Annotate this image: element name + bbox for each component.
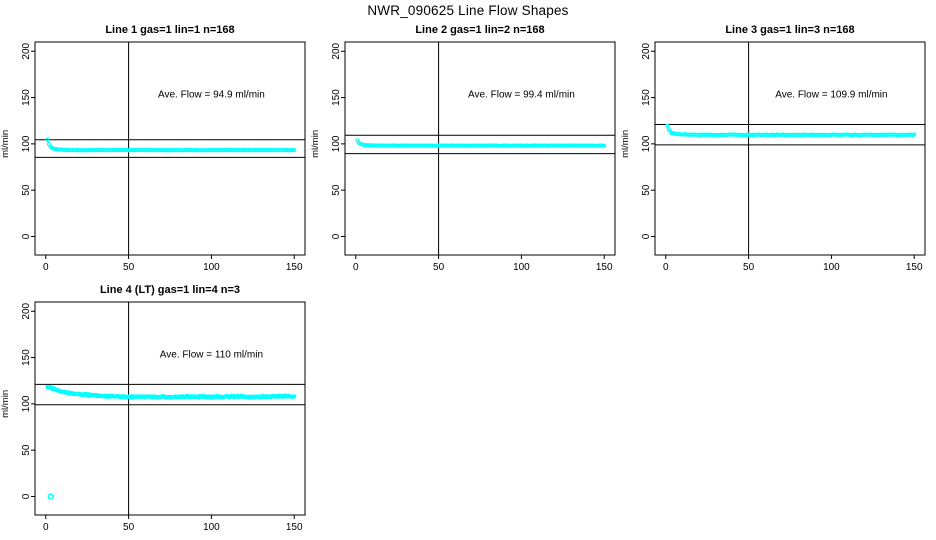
- outlier-point: [47, 493, 54, 500]
- data-point: [912, 132, 917, 137]
- y-tick-label: 50: [331, 184, 342, 196]
- y-tick-label: 200: [641, 42, 652, 59]
- y-tick-label: 150: [641, 89, 652, 106]
- data-point: [665, 123, 670, 128]
- y-axis-label: ml/min: [0, 390, 11, 418]
- plot-box: [654, 41, 926, 256]
- data-point: [602, 143, 607, 148]
- x-tick-label: 150: [286, 262, 303, 273]
- y-tick-label: 200: [21, 302, 32, 319]
- data-point: [45, 137, 50, 142]
- subplot-line-3: Line 3 gas=1 lin=3 n=168 0 50 100 150 0 50 100 1…: [620, 20, 932, 280]
- ave-flow-annotation: Ave. Flow = 110 ml/min: [160, 350, 263, 361]
- chart-svg: Line 1 gas=1 lin=1 n=168 0 50 100 150 0 50 100 1…: [0, 24, 306, 273]
- y-tick-label: 150: [21, 89, 32, 106]
- x-tick-label: 50: [433, 262, 445, 273]
- data-points: [355, 138, 607, 149]
- plot-box: [34, 41, 306, 256]
- x-tick-label: 50: [123, 262, 135, 273]
- y-axis-label: ml/min: [0, 130, 11, 158]
- subplot-title: Line 4 (LT) gas=1 lin=4 n=3: [100, 284, 240, 296]
- data-point: [292, 147, 297, 153]
- y-tick-label: 0: [21, 493, 32, 499]
- y-tick-label: 200: [21, 42, 32, 59]
- y-tick-label: 50: [641, 184, 652, 196]
- data-points: [665, 123, 917, 138]
- x-tick-label: 0: [43, 262, 49, 273]
- ave-flow-annotation: Ave. Flow = 94.9 ml/min: [158, 90, 265, 101]
- y-tick-label: 0: [21, 233, 32, 239]
- y-tick-label: 150: [331, 89, 342, 106]
- chart-svg: Line 3 gas=1 lin=3 n=168 0 50 100 150 0 50 100 1…: [620, 24, 926, 273]
- plot-box: [34, 301, 306, 516]
- y-tick-label: 150: [21, 349, 32, 366]
- subplot-title: Line 1 gas=1 lin=1 n=168: [105, 24, 234, 36]
- y-tick-label: 200: [331, 42, 342, 59]
- subplot-line-2: Line 2 gas=1 lin=2 n=168 0 50 100 150 0 50 100 1…: [310, 20, 622, 280]
- subplot-title: Line 2 gas=1 lin=2 n=168: [415, 24, 544, 36]
- subplot-line-4-lt: Line 4 (LT) gas=1 lin=4 n=3 0 50 100 150 0 50 1…: [0, 280, 312, 540]
- data-points: [45, 384, 297, 500]
- x-tick-label: 0: [353, 262, 359, 273]
- x-tick-label: 50: [123, 522, 135, 533]
- y-tick-label: 50: [21, 184, 32, 196]
- x-tick-label: 100: [513, 262, 530, 273]
- x-tick-label: 0: [663, 262, 669, 273]
- data-point: [292, 394, 297, 399]
- subplot-line-1: Line 1 gas=1 lin=1 n=168 0 50 100 150 0 50 100 1…: [0, 20, 312, 280]
- y-tick-label: 100: [21, 395, 32, 412]
- figure-title: NWR_090625 Line Flow Shapes: [367, 3, 569, 18]
- y-tick-label: 0: [331, 233, 342, 239]
- x-tick-label: 100: [823, 262, 840, 273]
- ave-flow-annotation: Ave. Flow = 109.9 ml/min: [775, 90, 887, 101]
- y-tick-label: 100: [21, 135, 32, 152]
- plot-box: [344, 41, 616, 256]
- y-tick-label: 0: [641, 233, 652, 239]
- chart-svg: Line 2 gas=1 lin=2 n=168 0 50 100 150 0 50 100 1…: [310, 24, 616, 273]
- y-axis-label: ml/min: [620, 130, 631, 158]
- chart-svg: Line 4 (LT) gas=1 lin=4 n=3 0 50 100 150 0 50 1…: [0, 284, 306, 533]
- y-axis-label: ml/min: [310, 130, 321, 158]
- x-tick-label: 100: [203, 262, 220, 273]
- x-tick-label: 150: [286, 522, 303, 533]
- x-tick-label: 50: [743, 262, 755, 273]
- data-points: [45, 137, 297, 153]
- x-tick-label: 150: [906, 262, 923, 273]
- ave-flow-annotation: Ave. Flow = 99.4 ml/min: [468, 90, 575, 101]
- x-tick-label: 150: [596, 262, 613, 273]
- subplot-title: Line 3 gas=1 lin=3 n=168: [725, 24, 854, 36]
- y-tick-label: 50: [21, 444, 32, 456]
- y-tick-label: 100: [641, 135, 652, 152]
- y-tick-label: 100: [331, 135, 342, 152]
- x-tick-label: 100: [203, 522, 220, 533]
- data-point: [290, 147, 295, 153]
- x-tick-label: 0: [43, 522, 49, 533]
